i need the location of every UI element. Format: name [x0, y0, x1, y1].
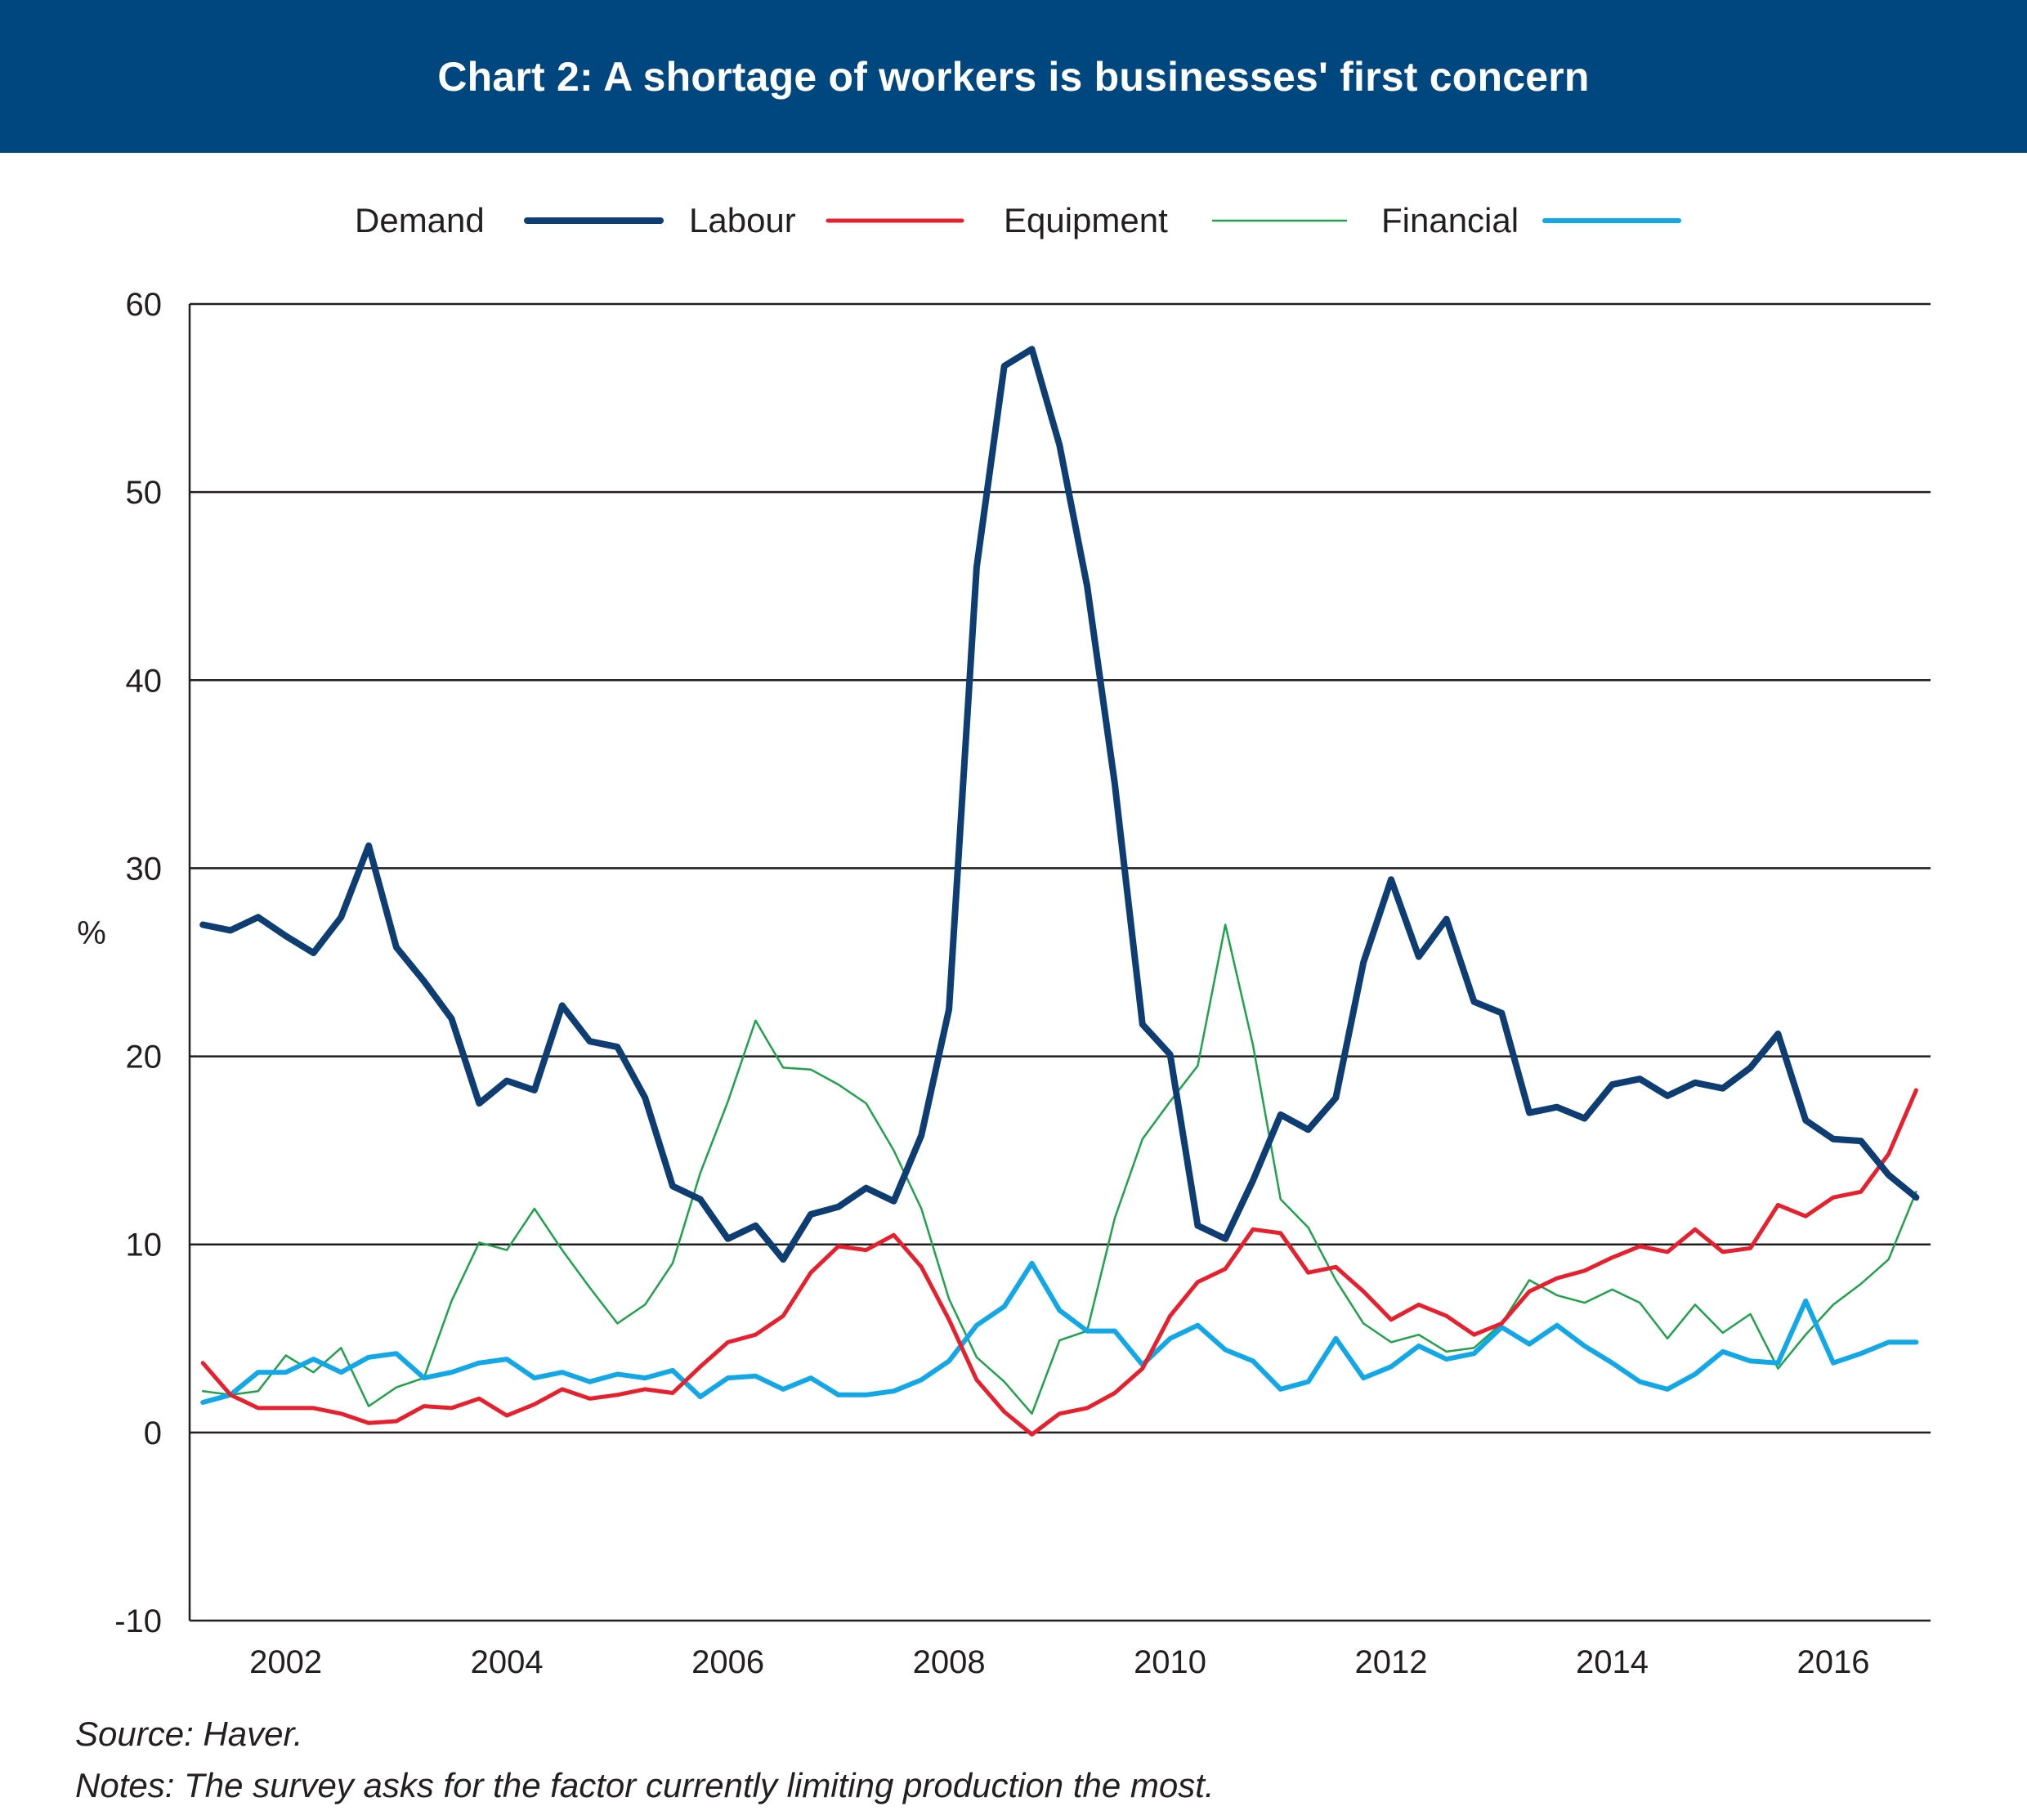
y-axis-label: %	[77, 915, 106, 951]
source-note: Source: Haver.	[75, 1715, 303, 1753]
x-tick-label: 2014	[1576, 1644, 1649, 1680]
legend-label-labour: Labour	[689, 201, 796, 239]
series-line-labour	[200, 1088, 1918, 1437]
x-tick-label: 2006	[691, 1644, 764, 1680]
gridlines	[188, 302, 1931, 1622]
legend-label-financial: Financial	[1381, 201, 1519, 239]
footnotes: Source: Haver. Notes: The survey asks fo…	[75, 1708, 1215, 1811]
survey-note: Notes: The survey asks for the factor cu…	[75, 1766, 1215, 1804]
y-tick-label: -10	[114, 1603, 162, 1639]
legend-label-equipment: Equipment	[1004, 201, 1168, 239]
x-axis-ticks: 2002 2004 2006 2008 2010 2012 2014 2016	[249, 1644, 1869, 1680]
y-tick-label: 10	[126, 1227, 163, 1263]
y-tick-label: 40	[126, 663, 163, 699]
x-tick-label: 2002	[249, 1644, 322, 1680]
x-tick-label: 2004	[471, 1644, 544, 1680]
y-tick-label: 0	[144, 1415, 162, 1451]
y-axis-ticks: -10 0 10 20 30 40 50 60	[114, 287, 162, 1639]
legend-label-demand: Demand	[355, 201, 485, 239]
series-line-equipment	[201, 923, 1917, 1415]
legend: Demand Labour Equipment Financial	[355, 201, 1681, 239]
x-tick-label: 2008	[913, 1644, 986, 1680]
y-tick-label: 30	[126, 851, 163, 887]
chart-title: Chart 2: A shortage of workers is busine…	[437, 53, 1590, 100]
series-line-demand	[199, 346, 1920, 1263]
title-banner: Chart 2: A shortage of workers is busine…	[0, 0, 2027, 153]
x-tick-label: 2010	[1134, 1644, 1206, 1680]
y-tick-label: 20	[126, 1040, 163, 1075]
x-tick-label: 2012	[1355, 1644, 1428, 1680]
y-tick-label: 50	[126, 475, 163, 511]
series-line-financial	[200, 1260, 1919, 1405]
line-chart: -10 0 10 20 30 40 50 60 2002 2004 2006 2008 2010 201…	[77, 201, 1931, 1680]
y-tick-label: 60	[126, 287, 163, 323]
series-lines	[199, 346, 1920, 1437]
x-tick-label: 2016	[1797, 1644, 1869, 1680]
